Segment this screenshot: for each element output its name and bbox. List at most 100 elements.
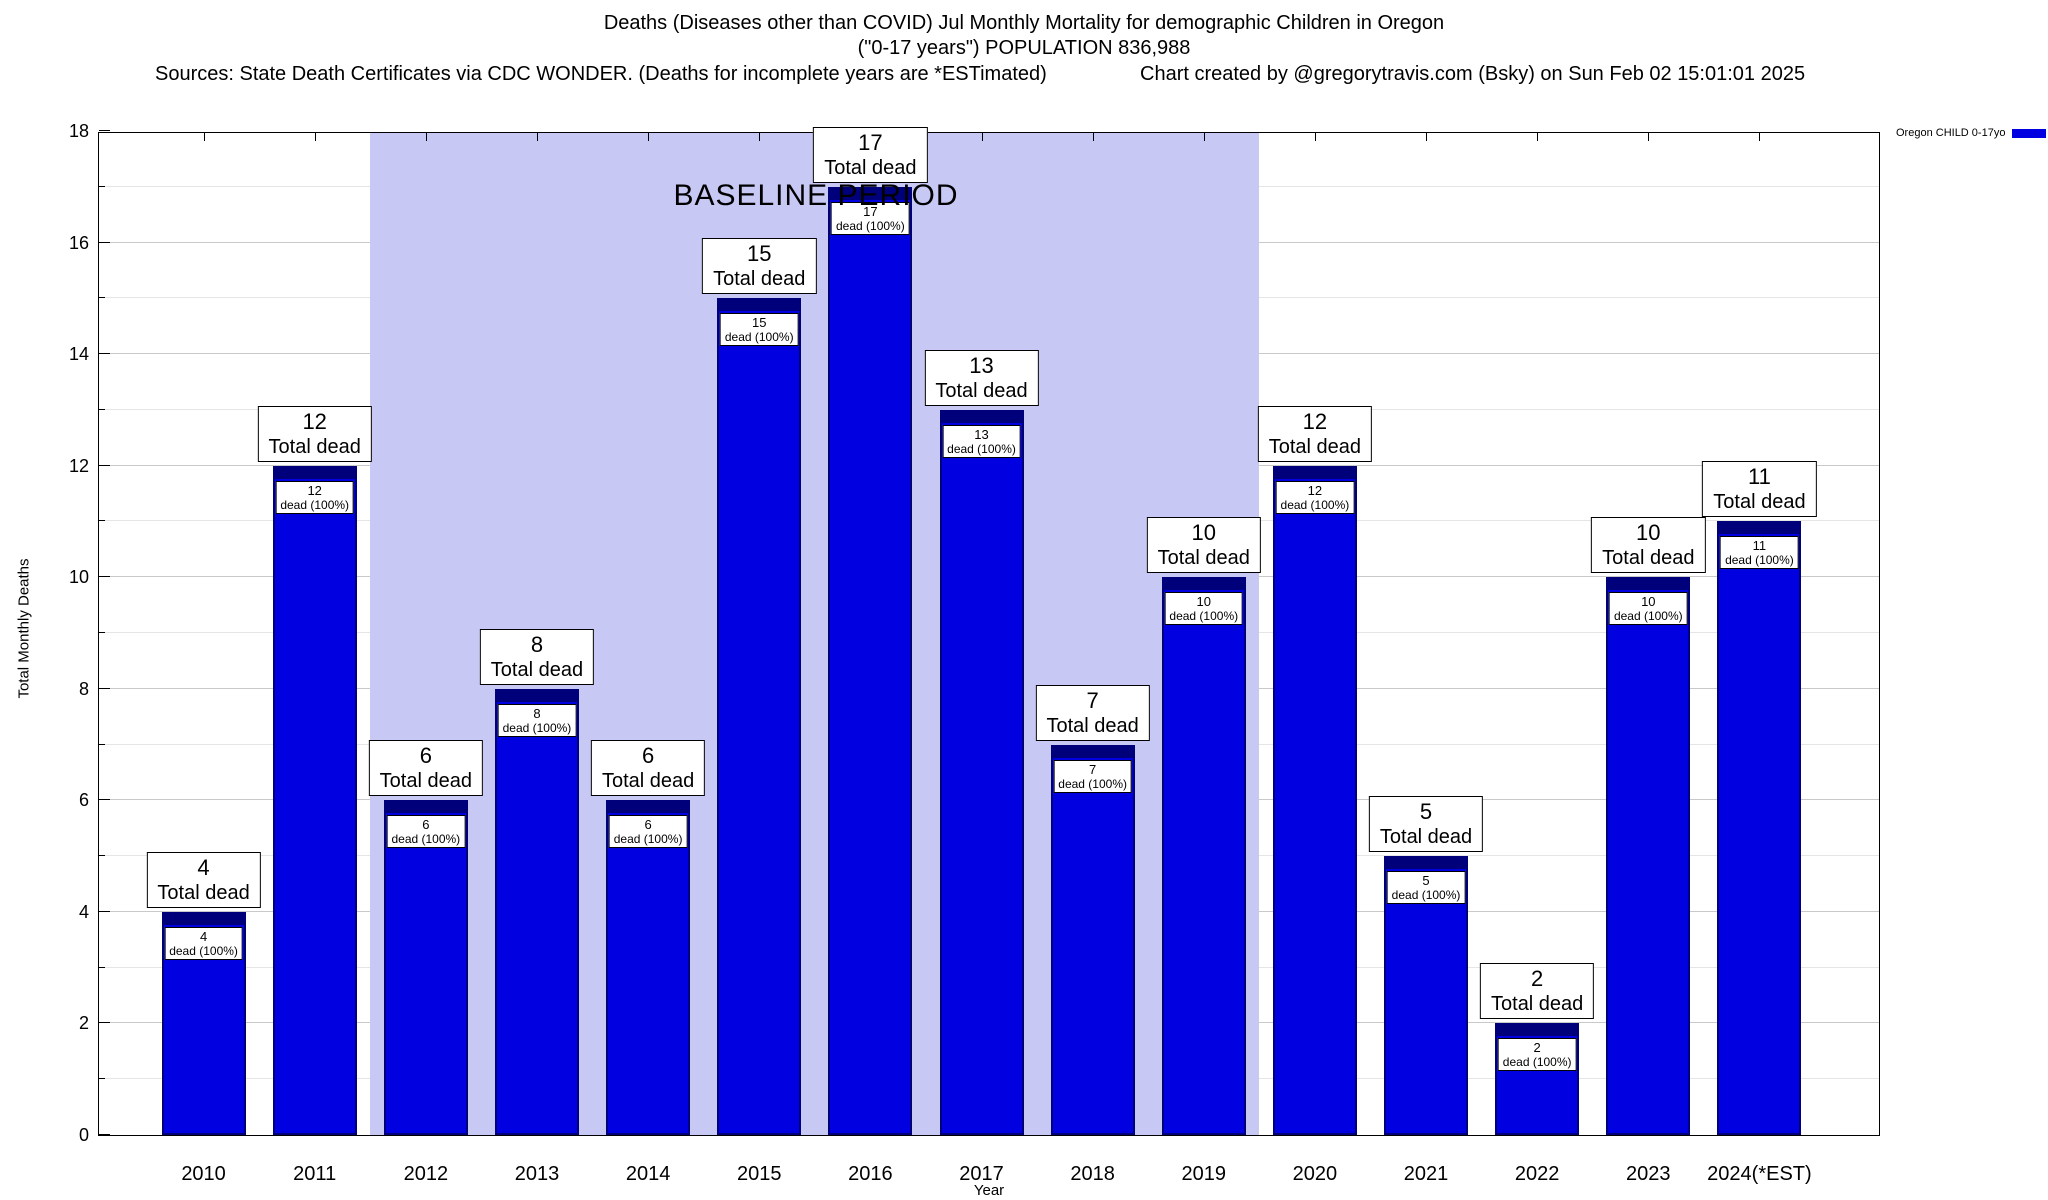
y-tick-label: 14: [68, 344, 89, 365]
bar-total-value: 12: [1302, 408, 1328, 434]
bar-total-value: 4: [197, 854, 210, 880]
bar-total-value: 8: [530, 631, 544, 657]
bar-2022: 2 dead (100%): [1495, 1023, 1580, 1135]
bar-inner-label: 8 dead (100%): [497, 703, 577, 737]
top-tick: [1314, 133, 1316, 141]
bar-inner-label: 6 dead (100%): [608, 815, 688, 849]
bar-inner-label: 4 dead (100%): [164, 926, 243, 960]
y-axis-tick: [99, 743, 105, 745]
y-tick-label: 16: [68, 232, 89, 253]
bar-cap: [1719, 523, 1800, 535]
x-tick-label: 2023: [1626, 1163, 1671, 1185]
top-tick: [536, 133, 538, 141]
bar-total-text: Total dead: [268, 435, 361, 458]
bar-total-text: Total dead: [157, 881, 250, 904]
top-tick: [1092, 133, 1094, 141]
bar-inner-text: dead (100%): [613, 832, 683, 847]
bar-inner-label: 12 dead (100%): [275, 480, 355, 514]
top-tick: [1537, 133, 1539, 141]
bar-cap: [1608, 579, 1689, 591]
top-tick: [1203, 133, 1205, 141]
bar-inner-text: dead (100%): [1391, 888, 1461, 903]
y-axis-tick: [99, 464, 110, 466]
x-axis-title: Year: [973, 1182, 1005, 1199]
bar-inner-value: 4: [199, 928, 208, 944]
bar-total-label: 17 Total dead: [813, 126, 928, 183]
bar-total-label: 5 Total dead: [1368, 796, 1484, 853]
bar-cap: [496, 690, 577, 702]
bar-inner-text: dead (100%): [1169, 609, 1239, 624]
bar-2021: 5 dead (100%): [1384, 856, 1469, 1135]
x-tick-label: 2024(*EST): [1707, 1163, 1812, 1185]
bar-2012: 6 dead (100%): [383, 800, 468, 1135]
bar-2017: 13 dead (100%): [939, 409, 1024, 1135]
bar-total-value: 11: [1747, 464, 1771, 490]
bar-inner-text: dead (100%): [1613, 609, 1683, 624]
bar-inner-value: 5: [1422, 873, 1430, 889]
bar-total-value: 15: [746, 241, 772, 267]
x-tick-label: 2022: [1514, 1163, 1560, 1185]
y-axis-tick: [99, 687, 110, 689]
legend-label: Oregon CHILD 0-17yo: [1896, 127, 2006, 139]
bar-total-value: 2: [1531, 966, 1544, 992]
bar-inner-text: dead (100%): [391, 832, 461, 847]
bar-total-text: Total dead: [1046, 714, 1139, 737]
x-tick-label: 2011: [293, 1163, 337, 1185]
y-tick-label: 8: [78, 678, 89, 699]
bar-total-value: 17: [858, 129, 883, 155]
bar-inner-text: dead (100%): [836, 218, 905, 233]
bar-cap: [719, 300, 800, 312]
bar-inner-label: 7 dead (100%): [1053, 759, 1132, 793]
bar-2014: 6 dead (100%): [606, 800, 691, 1135]
bar-cap: [274, 467, 355, 479]
y-tick-label: 4: [78, 901, 89, 922]
bar-inner-label: 6 dead (100%): [386, 815, 466, 849]
bar-total-text: Total dead: [1157, 547, 1250, 570]
y-tick-label: 2: [78, 1013, 89, 1034]
y-tick-label: 18: [68, 121, 89, 141]
plot-area: 0 2 4 6 8 10 12 14 16 18 4 dead (100%) 4 Total dead 20…: [69, 121, 1880, 1185]
x-tick-label: 2018: [1070, 1163, 1115, 1185]
bar-total-value: 6: [641, 743, 655, 769]
baseline-period-label: BASELINE PERIOD: [673, 179, 959, 212]
top-tick: [648, 133, 650, 141]
top-tick: [1759, 133, 1761, 141]
y-axis-title: Total Monthly Deaths: [15, 558, 33, 699]
bar-cap: [163, 913, 244, 925]
bar-inner-value: 12: [1307, 482, 1323, 498]
bar-inner-label: 17 dead (100%): [831, 201, 910, 235]
bar-inner-label: 2 dead (100%): [1497, 1038, 1577, 1072]
bar-inner-value: 8: [533, 705, 541, 721]
legend: Oregon CHILD 0-17yo: [1896, 127, 2047, 139]
bar-total-label: 6 Total dead: [590, 740, 706, 797]
bar-total-label: 12 Total dead: [1257, 405, 1373, 462]
bar-inner-value: 10: [1641, 594, 1656, 610]
y-axis-tick: [99, 241, 110, 243]
bar-2011: 12 dead (100%): [272, 465, 357, 1135]
bar-total-label: 11 Total dead: [1702, 461, 1817, 518]
bar-inner-label: 11 dead (100%): [1720, 536, 1799, 570]
y-axis-tick: [99, 408, 105, 410]
y-axis-tick: [99, 520, 105, 522]
bar-inner-value: 7: [1089, 761, 1097, 777]
bar-total-label: 12 Total dead: [257, 405, 372, 462]
bar-total-label: 13 Total dead: [924, 349, 1039, 406]
y-axis-tick: [99, 632, 105, 633]
top-tick: [1648, 133, 1650, 141]
chart-credit: Chart created by @gregorytravis.com (Bsk…: [1140, 63, 1806, 85]
y-axis-tick: [99, 966, 105, 968]
bar-inner-value: 10: [1196, 594, 1211, 610]
bar-cap: [941, 411, 1022, 423]
bar-inner-value: 15: [751, 315, 767, 331]
bar-2019: 10 dead (100%): [1161, 577, 1246, 1135]
bar-inner-label: 5 dead (100%): [1386, 871, 1466, 905]
bar-inner-label: 12 dead (100%): [1275, 480, 1355, 514]
chart-sources: Sources: State Death Certificates via CD…: [155, 63, 1047, 85]
x-tick-label: 2017: [959, 1163, 1004, 1185]
bar-inner-label: 13 dead (100%): [942, 424, 1021, 458]
bar-inner-label: 10 dead (100%): [1164, 592, 1244, 626]
bar-2016: 17 dead (100%): [828, 186, 913, 1135]
y-axis-tick: [99, 353, 110, 355]
y-tick-label: 0: [78, 1125, 89, 1145]
bar-inner-value: 12: [307, 482, 322, 498]
